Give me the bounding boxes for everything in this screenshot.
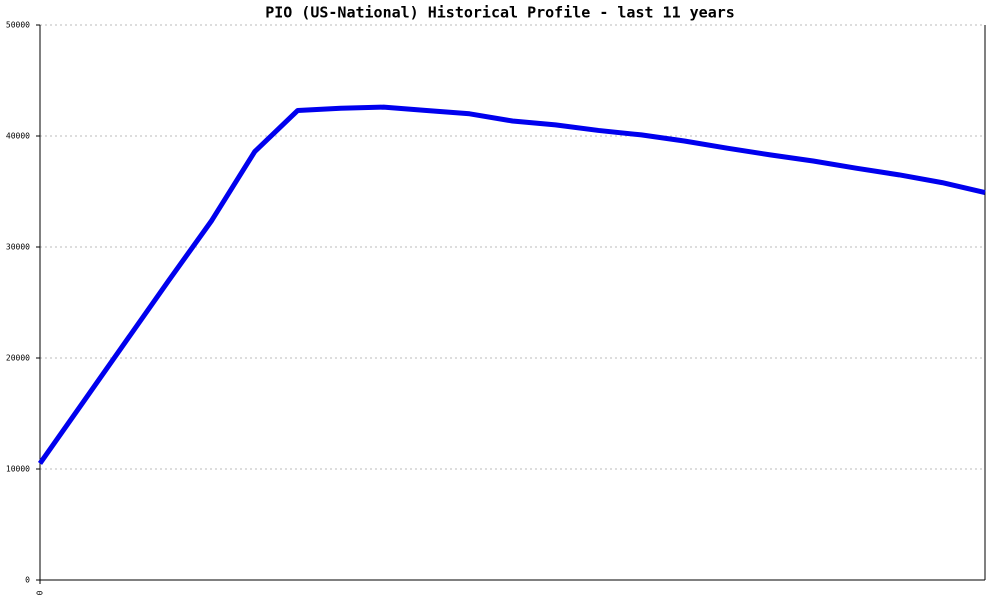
y-tick-label: 50000: [6, 21, 30, 30]
y-tick-label: 20000: [6, 354, 30, 363]
y-tick-label: 0: [25, 576, 30, 585]
chart-title: PIO (US-National) Historical Profile - l…: [265, 4, 735, 22]
x-tick-label: 0: [36, 590, 45, 595]
line-series: [37, 104, 986, 465]
y-tick-label: 30000: [6, 243, 30, 252]
y-tick-label: 40000: [6, 132, 30, 141]
y-tick-label: 10000: [6, 465, 30, 474]
